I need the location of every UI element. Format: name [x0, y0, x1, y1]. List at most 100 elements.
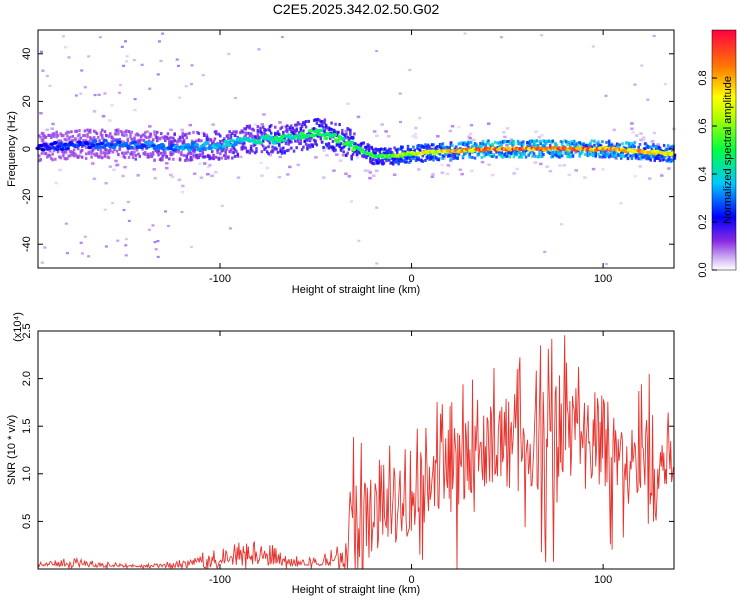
heatmap-cell — [92, 135, 96, 139]
heatmap-cell — [59, 132, 62, 136]
heatmap-cell — [346, 151, 349, 155]
heatmap-cell — [304, 137, 308, 141]
heatmap-cell — [475, 145, 478, 149]
heatmap-cell — [574, 150, 577, 154]
heatmap-cell — [628, 141, 631, 145]
heatmap-cell — [153, 176, 157, 180]
heatmap-cell — [260, 131, 264, 135]
heatmap-cell — [256, 134, 260, 138]
heatmap-cell — [601, 140, 604, 144]
heatmap-cell — [664, 83, 668, 86]
heatmap-cell — [267, 152, 270, 156]
snr-series-line — [37, 335, 674, 571]
heatmap-cell — [219, 152, 222, 156]
heatmap-cell — [406, 144, 410, 148]
heatmap-cell — [115, 149, 119, 153]
heatmap-cell — [346, 102, 350, 105]
heatmap-cell — [211, 123, 215, 126]
heatmap-cell — [540, 134, 544, 137]
heatmap-cell — [467, 135, 471, 138]
heatmap-cell — [658, 148, 662, 152]
heatmap-cell — [219, 139, 222, 143]
heatmap-cell — [558, 153, 561, 157]
heatmap-cell — [64, 157, 68, 161]
heatmap-cell — [58, 139, 61, 143]
heatmap-cell — [339, 148, 343, 152]
heatmap-cell — [480, 145, 484, 149]
heatmap-cell — [386, 134, 391, 138]
heatmap-cell — [383, 147, 387, 151]
heatmap-cell — [536, 155, 540, 159]
heatmap-cell — [543, 139, 547, 143]
heatmap-cell — [357, 143, 360, 147]
heatmap-cell — [461, 143, 465, 147]
heatmap-cell — [48, 149, 52, 153]
heatmap-cell — [581, 144, 584, 148]
heatmap-cell — [641, 155, 644, 159]
heatmap-cell — [267, 145, 270, 149]
heatmap-cell — [210, 156, 214, 160]
heatmap-cell — [287, 148, 290, 152]
heatmap-cell — [290, 124, 293, 128]
heatmap-cell — [464, 151, 467, 155]
heatmap-cell — [209, 156, 213, 160]
heatmap-cell — [76, 155, 80, 159]
heatmap-cell — [90, 152, 93, 156]
heatmap-cell — [75, 129, 79, 133]
heatmap-cell — [515, 150, 518, 154]
heatmap-cell — [624, 154, 627, 158]
heatmap-cell — [180, 190, 185, 194]
heatmap-cell — [570, 139, 573, 143]
heatmap-cell — [271, 141, 277, 145]
heatmap-cell — [55, 132, 58, 136]
heatmap-cell — [611, 151, 615, 155]
heatmap-cell — [279, 147, 282, 151]
heatmap-cell — [642, 147, 646, 151]
heatmap-cell — [127, 155, 131, 159]
heatmap-cell — [633, 83, 637, 86]
heatmap-cell — [554, 141, 557, 145]
heatmap-cell — [483, 154, 486, 158]
heatmap-cell — [512, 151, 516, 155]
heatmap-cell — [349, 128, 352, 132]
heatmap-cell — [259, 128, 262, 132]
heatmap-cell — [133, 98, 137, 101]
heatmap-cell — [344, 129, 349, 133]
heatmap-cell — [224, 157, 227, 161]
spectrogram-y-axis-label: Frequency (Hz) — [6, 111, 18, 187]
heatmap-cell — [338, 143, 341, 147]
heatmap-cell — [404, 150, 407, 154]
heatmap-cell — [512, 155, 516, 159]
heatmap-cell — [105, 148, 108, 152]
heatmap-cell — [296, 121, 300, 125]
heatmap-cell — [70, 139, 73, 143]
heatmap-cell — [625, 146, 628, 150]
heatmap-cell — [180, 153, 183, 157]
heatmap-cell — [467, 145, 470, 149]
heatmap-cell — [252, 128, 256, 132]
heatmap-cell — [331, 133, 338, 137]
heatmap-cell — [375, 49, 379, 53]
heatmap-cell — [70, 130, 73, 134]
heatmap-cell — [273, 135, 279, 140]
heatmap-cell — [248, 134, 252, 138]
heatmap-cell — [64, 146, 70, 151]
heatmap-cell — [168, 138, 171, 142]
heatmap-cell — [349, 200, 353, 203]
heatmap-cell — [531, 139, 534, 143]
heatmap-cell — [203, 162, 207, 165]
heatmap-cell — [39, 158, 42, 162]
heatmap-cell — [657, 157, 661, 161]
heatmap-cell — [164, 139, 167, 143]
heatmap-cell — [220, 204, 224, 207]
heatmap-cell — [253, 151, 257, 155]
heatmap-cell — [192, 154, 195, 158]
heatmap-cell — [123, 155, 127, 159]
heatmap-cell — [479, 145, 482, 149]
snr-series-line — [37, 335, 674, 571]
heatmap-cell — [307, 143, 311, 147]
heatmap-cell — [593, 139, 596, 143]
heatmap-cell — [215, 155, 218, 159]
heatmap-cell — [669, 159, 673, 163]
heatmap-cell — [125, 60, 129, 63]
